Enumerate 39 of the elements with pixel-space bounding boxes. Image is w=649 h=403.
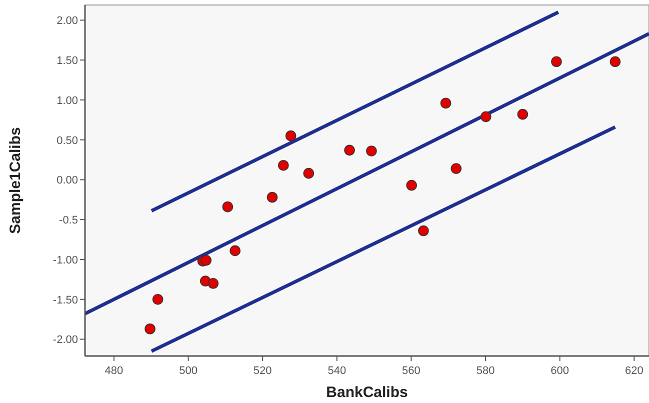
y-axis-title: Sample1Calibs — [7, 127, 24, 234]
point — [200, 254, 212, 266]
point — [303, 168, 314, 179]
point — [406, 180, 417, 191]
x-tick-label: 540 — [328, 365, 346, 377]
point — [208, 278, 219, 289]
point — [366, 146, 377, 156]
y-tick-label: -2.00 — [52, 334, 78, 346]
x-axis-title: BankCalibs — [326, 384, 408, 401]
point — [418, 225, 429, 236]
point — [517, 108, 528, 120]
point — [144, 323, 156, 334]
point — [440, 98, 452, 109]
y-tick-label: 1.50 — [56, 55, 78, 68]
point — [266, 192, 278, 203]
y-tick-label: -1.00 — [52, 254, 78, 266]
point — [285, 130, 296, 142]
point — [230, 245, 241, 256]
point — [480, 111, 492, 122]
point — [344, 144, 355, 156]
point — [222, 201, 234, 212]
x-tick-label: 520 — [253, 365, 272, 377]
x-tick-label: 620 — [624, 365, 644, 377]
point — [152, 294, 164, 305]
x-tick-label: 500 — [179, 365, 198, 377]
point — [610, 56, 621, 68]
x-tick-label: 560 — [402, 365, 420, 377]
x-tick-label: 580 — [476, 365, 495, 377]
point — [551, 56, 562, 68]
y-tick-label: -1.50 — [52, 294, 78, 306]
point — [450, 163, 462, 174]
point — [278, 160, 289, 171]
y-tick-label: 2.00 — [56, 15, 78, 28]
y-tick-label: 0.00 — [56, 174, 78, 187]
x-tick-label: 480 — [104, 365, 124, 377]
y-tick-label: 0.50 — [56, 134, 78, 147]
y-tick-label: 1.00 — [56, 94, 78, 107]
x-tick-label: 600 — [550, 365, 570, 377]
y-tick-label: -0.5 — [59, 214, 78, 227]
